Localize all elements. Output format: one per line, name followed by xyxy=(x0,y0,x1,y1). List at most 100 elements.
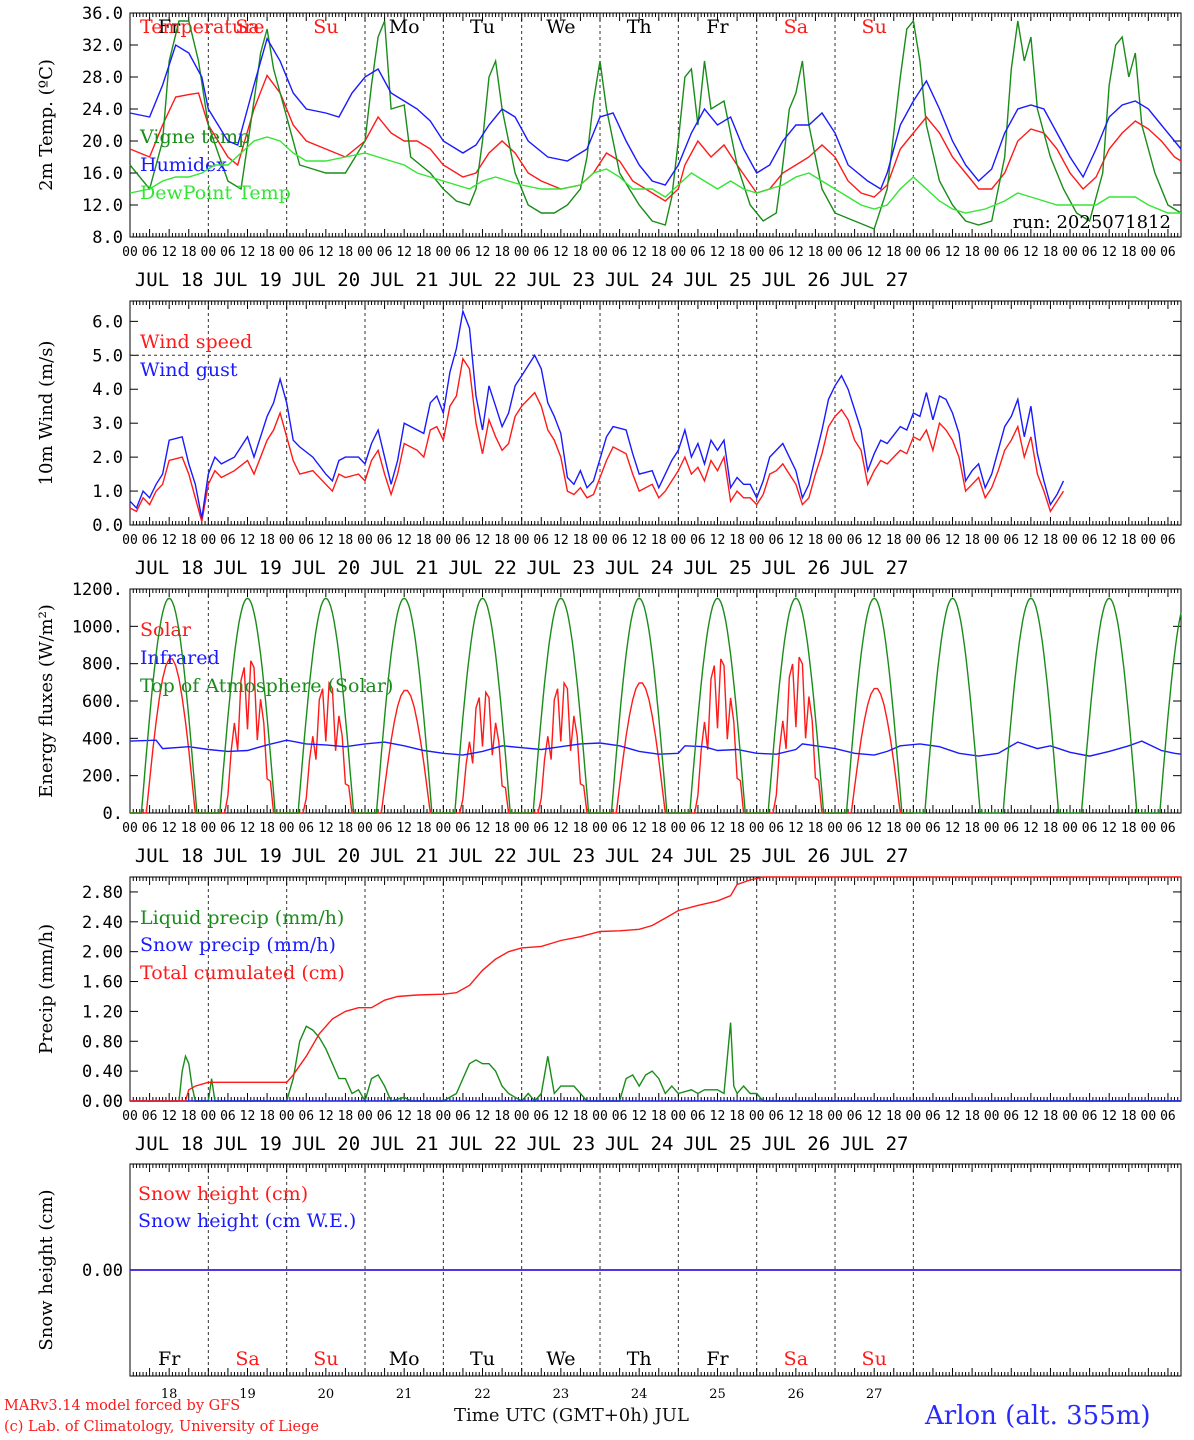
hour-tick-label: 06 xyxy=(612,1109,628,1124)
hour-tick-label: 06 xyxy=(690,533,706,548)
hour-tick-label: 06 xyxy=(925,1109,941,1124)
legend-entry: Vigne temp xyxy=(139,126,250,148)
hour-tick-label: 12 xyxy=(553,1109,569,1124)
hour-tick-label: 00 xyxy=(514,821,530,836)
hour-tick-label: 06 xyxy=(612,245,628,260)
hour-tick-label: 18 xyxy=(416,1109,432,1124)
weekday-label: Sa xyxy=(784,1348,808,1370)
date-label: JUL 18 xyxy=(135,557,204,579)
hour-tick-label: 06 xyxy=(847,245,863,260)
hour-tick-label: 06 xyxy=(1160,533,1176,548)
hour-tick-label: 06 xyxy=(1003,1109,1019,1124)
hour-tick-label: 06 xyxy=(1160,821,1176,836)
y-tick-label: 2.0 xyxy=(92,448,123,468)
hour-tick-label: 18 xyxy=(181,533,197,548)
legend-entry: DewPoint Temp xyxy=(140,182,291,204)
date-label: JUL 23 xyxy=(527,1133,596,1155)
hour-tick-label: 12 xyxy=(1101,245,1117,260)
hour-tick-label: 12 xyxy=(945,533,961,548)
hour-tick-label: 18 xyxy=(338,1109,354,1124)
hour-tick-label: 00 xyxy=(514,245,530,260)
day-of-month-label: 21 xyxy=(396,1387,413,1402)
date-label: JUL 20 xyxy=(292,269,361,291)
hour-tick-label: 00 xyxy=(592,821,608,836)
hour-tick-label: 06 xyxy=(1003,245,1019,260)
hour-tick-label: 00 xyxy=(984,1109,1000,1124)
hour-tick-label: 18 xyxy=(964,245,980,260)
hour-tick-label: 18 xyxy=(1043,245,1059,260)
hour-tick-label: 18 xyxy=(494,533,510,548)
hour-tick-label: 12 xyxy=(945,1109,961,1124)
hour-tick-label: 12 xyxy=(1023,821,1039,836)
hour-tick-label: 00 xyxy=(1141,821,1157,836)
hour-tick-label: 18 xyxy=(964,821,980,836)
y-axis-title: Energy fluxes (W/m²) xyxy=(36,604,57,798)
y-tick-label: 28.0 xyxy=(82,68,123,88)
date-label: JUL 26 xyxy=(762,845,831,867)
weekday-label: Su xyxy=(313,16,338,38)
y-tick-label: 200. xyxy=(82,767,123,787)
hour-tick-label: 00 xyxy=(279,533,295,548)
hour-tick-label: 00 xyxy=(357,533,373,548)
hour-tick-label: 12 xyxy=(631,821,647,836)
hour-tick-label: 12 xyxy=(240,1109,256,1124)
hour-tick-label: 12 xyxy=(161,1109,177,1124)
hour-tick-label: 00 xyxy=(592,245,608,260)
hour-tick-label: 12 xyxy=(866,245,882,260)
hour-tick-label: 00 xyxy=(827,245,843,260)
hour-tick-label: 06 xyxy=(690,821,706,836)
weekday-label: Fr xyxy=(158,16,181,38)
hour-tick-label: 06 xyxy=(925,245,941,260)
hour-tick-label: 12 xyxy=(161,245,177,260)
date-label: JUL 22 xyxy=(448,557,517,579)
day-of-month-label: 23 xyxy=(553,1387,570,1402)
hour-tick-label: 12 xyxy=(553,245,569,260)
y-tick-label: 16.0 xyxy=(82,164,123,184)
hour-tick-label: 06 xyxy=(847,533,863,548)
weekday-label: Sa xyxy=(784,16,808,38)
hour-tick-label: 00 xyxy=(749,1109,765,1124)
hour-tick-label: 18 xyxy=(729,533,745,548)
y-tick-label: 0. xyxy=(103,804,123,824)
hour-tick-label: 12 xyxy=(945,821,961,836)
day-of-month-label: 25 xyxy=(709,1387,726,1402)
hour-tick-label: 00 xyxy=(201,245,217,260)
hour-tick-label: 18 xyxy=(259,821,275,836)
legend-entry: Temperature xyxy=(140,16,264,38)
hour-tick-label: 06 xyxy=(298,1109,314,1124)
hour-tick-label: 06 xyxy=(768,1109,784,1124)
legend-entry: Snow height (cm W.E.) xyxy=(138,1210,356,1232)
hour-tick-label: 06 xyxy=(142,821,158,836)
hour-tick-label: 12 xyxy=(396,533,412,548)
hour-tick-label: 06 xyxy=(533,533,549,548)
hour-tick-label: 18 xyxy=(1121,1109,1137,1124)
legend-entry: Solar xyxy=(140,619,192,641)
hour-tick-label: 18 xyxy=(338,821,354,836)
run-label: run: 2025071812 xyxy=(1013,212,1171,233)
hour-tick-label: 18 xyxy=(573,245,589,260)
weekday-label: Su xyxy=(862,1348,887,1370)
hour-tick-label: 06 xyxy=(455,533,471,548)
day-of-month-label: 19 xyxy=(239,1387,256,1402)
hour-tick-label: 18 xyxy=(494,1109,510,1124)
hour-tick-label: 12 xyxy=(866,821,882,836)
hour-tick-label: 00 xyxy=(1062,821,1078,836)
date-label: JUL 19 xyxy=(213,845,282,867)
hour-tick-label: 12 xyxy=(553,821,569,836)
hour-tick-label: 12 xyxy=(710,245,726,260)
hour-tick-label: 18 xyxy=(259,533,275,548)
date-label: JUL 24 xyxy=(605,1133,674,1155)
hour-tick-label: 06 xyxy=(1082,245,1098,260)
hour-tick-label: 00 xyxy=(1141,1109,1157,1124)
hour-tick-label: 00 xyxy=(671,245,687,260)
hour-tick-label: 06 xyxy=(1003,533,1019,548)
weekday-label: Mo xyxy=(389,1348,420,1370)
hour-tick-label: 00 xyxy=(357,1109,373,1124)
y-tick-label: 0.00 xyxy=(82,1092,123,1112)
hour-tick-label: 18 xyxy=(1121,821,1137,836)
date-label: JUL 25 xyxy=(683,557,752,579)
hour-tick-label: 18 xyxy=(1121,245,1137,260)
hour-tick-label: 12 xyxy=(631,533,647,548)
y-tick-label: 2.00 xyxy=(82,943,123,963)
date-label: JUL 26 xyxy=(762,1133,831,1155)
